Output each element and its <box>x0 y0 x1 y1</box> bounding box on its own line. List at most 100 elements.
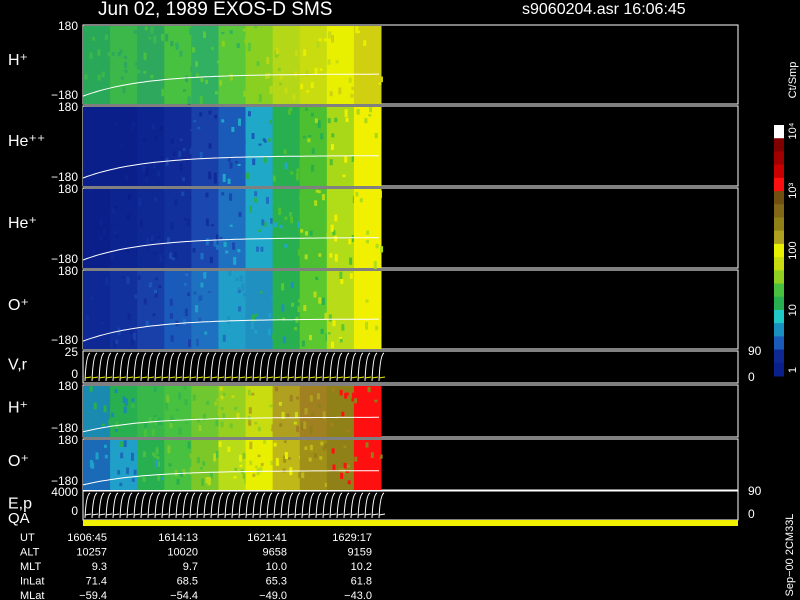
trace-line <box>364 376 372 379</box>
spectrum-speckle <box>165 402 169 411</box>
spectrum-speckle <box>281 411 285 419</box>
spectrum-speckle <box>378 277 382 282</box>
spectrum-speckle <box>89 52 93 59</box>
spectrum-speckle <box>290 216 294 224</box>
spectrum-speckle <box>279 82 283 86</box>
spectrum-speckle <box>294 326 298 331</box>
spectrum-speckle <box>142 165 146 172</box>
trace-line <box>203 352 210 382</box>
trace-line <box>287 492 294 519</box>
spectrum-speckle <box>114 389 118 393</box>
trace-line <box>266 376 274 379</box>
spectrum-speckle <box>170 139 174 144</box>
trace-line <box>308 352 315 382</box>
trace-line <box>133 352 140 382</box>
spectrum-speckle <box>146 238 150 245</box>
spectrum-speckle <box>95 452 99 460</box>
trace-line <box>140 352 147 382</box>
colorbar-tick-label: 10³ <box>787 182 799 198</box>
spectrum-speckle <box>92 36 96 41</box>
spectrum-speckle <box>157 171 161 177</box>
spectrum-speckle <box>185 75 189 83</box>
spectrum-speckle <box>320 441 324 446</box>
spectrum-speckle <box>265 196 269 204</box>
trace-line <box>378 492 385 519</box>
spectrum-speckle <box>128 194 132 201</box>
spectrum-speckle <box>365 64 369 70</box>
chart-title: Jun 02, 1989 EXOS-D SMS <box>98 0 332 20</box>
spectrum-speckle <box>91 304 95 309</box>
spectrum-speckle <box>185 421 189 424</box>
spectrum-column <box>245 189 274 268</box>
spectrum-speckle <box>189 27 193 35</box>
spectrum-speckle <box>334 214 338 222</box>
spectrum-speckle <box>157 236 161 244</box>
spectrum-speckle <box>184 217 188 221</box>
trace-line <box>105 352 112 382</box>
spectrum-speckle <box>213 453 217 462</box>
spectrum-speckle <box>334 253 338 262</box>
spectrum-speckle <box>159 419 163 425</box>
spectrum-speckle <box>167 445 171 454</box>
spectrum-speckle <box>369 317 373 325</box>
spectrum-speckle <box>108 419 112 426</box>
spectrum-speckle <box>89 121 93 124</box>
spectrum-speckle <box>154 289 158 294</box>
spectrum-speckle <box>309 444 313 451</box>
spectrum-speckle <box>103 444 107 448</box>
spectrum-speckle <box>221 32 225 35</box>
spectrum-speckle <box>272 175 276 182</box>
spectrum-speckle <box>105 251 109 257</box>
spectrum-speckle <box>189 453 193 459</box>
spectrum-speckle <box>314 200 318 206</box>
trace-line <box>371 513 379 516</box>
spectrum-speckle <box>214 91 218 95</box>
spectrum-speckle <box>295 172 299 181</box>
spectrum-speckle <box>160 156 164 159</box>
spectrum-speckle <box>131 398 135 403</box>
side-note: Sep−00 2CM33L <box>784 514 796 597</box>
spectrum-speckle <box>324 482 328 487</box>
spectrum-speckle <box>330 341 334 348</box>
spectrum-speckle <box>236 43 240 49</box>
spectrum-speckle <box>375 274 379 278</box>
spectrum-speckle <box>296 396 300 400</box>
trace-line <box>182 513 190 516</box>
spectrum-speckle <box>360 470 364 478</box>
spectrum-speckle <box>221 119 225 123</box>
table-cell: 9159 <box>348 546 372 558</box>
spectrum-speckle <box>101 142 105 151</box>
trace-line <box>329 352 336 382</box>
spectrum-speckle <box>216 450 220 458</box>
spectrum-speckle <box>263 156 267 164</box>
spectrum-speckle <box>354 456 358 462</box>
spectrum-speckle <box>238 306 242 312</box>
spectrum-speckle <box>220 407 224 410</box>
spectrum-speckle <box>319 68 323 72</box>
spectrum-speckle <box>320 328 324 334</box>
y-tick-label: 4000 <box>51 485 78 499</box>
trace-line <box>343 352 350 382</box>
y-tick-label: −180 <box>51 88 78 102</box>
spectrum-column <box>218 271 247 349</box>
spectrum-speckle <box>258 93 262 102</box>
trace-line <box>259 513 267 516</box>
trace-line <box>126 492 133 519</box>
spectrum-speckle <box>242 452 246 459</box>
spectrum-speckle <box>145 178 149 181</box>
spectrum-speckle <box>124 69 128 73</box>
spectrum-speckle <box>273 442 277 447</box>
spectrum-speckle <box>155 447 159 455</box>
y-tick-label: 180 <box>58 379 78 393</box>
trace-line <box>336 513 344 516</box>
trace-line <box>217 492 224 519</box>
trace-line <box>112 492 119 519</box>
spectrum-speckle <box>88 290 92 299</box>
spectrum-speckle <box>157 235 161 240</box>
spectrum-speckle <box>237 287 241 294</box>
spectrum-speckle <box>218 441 222 448</box>
panel-label: H⁺ <box>8 52 28 69</box>
spectrum-speckle <box>338 87 342 95</box>
spectrum-speckle <box>270 218 274 224</box>
spectrum-speckle <box>367 386 371 393</box>
